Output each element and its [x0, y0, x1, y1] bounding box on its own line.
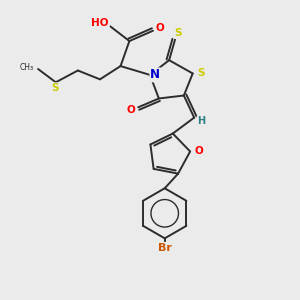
Text: O: O — [127, 105, 135, 115]
Text: S: S — [174, 28, 182, 38]
Text: O: O — [156, 23, 165, 33]
Text: Br: Br — [158, 243, 172, 253]
Text: HO: HO — [91, 18, 109, 28]
Text: S: S — [51, 83, 59, 93]
Text: O: O — [194, 146, 203, 157]
Text: H: H — [197, 116, 206, 126]
Text: CH₃: CH₃ — [20, 63, 34, 72]
Text: N: N — [150, 68, 160, 81]
Text: S: S — [197, 68, 205, 78]
